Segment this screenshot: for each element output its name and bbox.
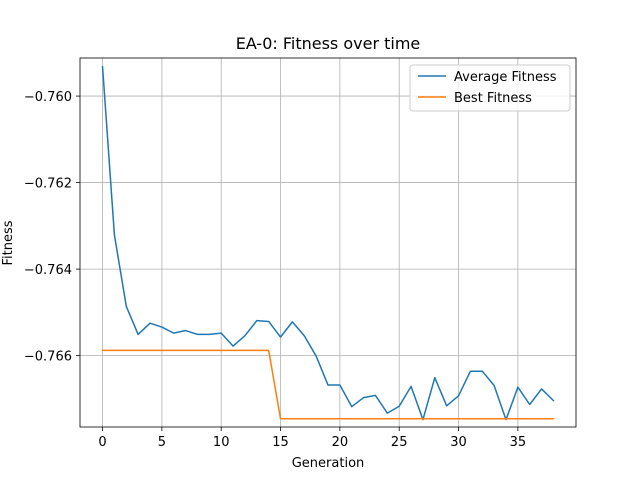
series-line-best-fitness: [101, 349, 555, 420]
series-layer: [101, 65, 555, 421]
y-tick-label: −0.766: [24, 350, 72, 365]
series-line-average-fitness: [101, 65, 555, 421]
x-tick-label: 30: [450, 435, 467, 450]
x-tick-label: 25: [391, 435, 408, 450]
x-tick-label: 10: [213, 435, 230, 450]
grid: [80, 58, 576, 427]
x-tick-label: 20: [332, 435, 349, 450]
legend-label-average-fitness: Average Fitness: [454, 70, 557, 85]
legend-label-best-fitness: Best Fitness: [454, 91, 532, 106]
y-axis-ticks: −0.760 −0.762 −0.764 −0.766: [24, 90, 80, 365]
x-tick-label: 35: [510, 435, 527, 450]
x-tick-label: 5: [158, 435, 166, 450]
x-tick-label: 15: [272, 435, 289, 450]
x-axis-ticks: 0 5 10 15 20 25 30 35: [98, 427, 526, 450]
y-axis-label: Fitness: [1, 220, 16, 265]
y-tick-label: −0.760: [24, 90, 72, 105]
legend-box: [409, 64, 571, 112]
y-tick-label: −0.764: [24, 263, 72, 278]
legend: Average Fitness Best Fitness: [409, 64, 571, 112]
x-tick-label: 0: [98, 435, 106, 450]
x-axis-label: Generation: [292, 456, 365, 471]
y-tick-label: −0.762: [24, 177, 72, 192]
chart-title: EA-0: Fitness over time: [236, 34, 421, 53]
plot-frame: [79, 57, 577, 428]
